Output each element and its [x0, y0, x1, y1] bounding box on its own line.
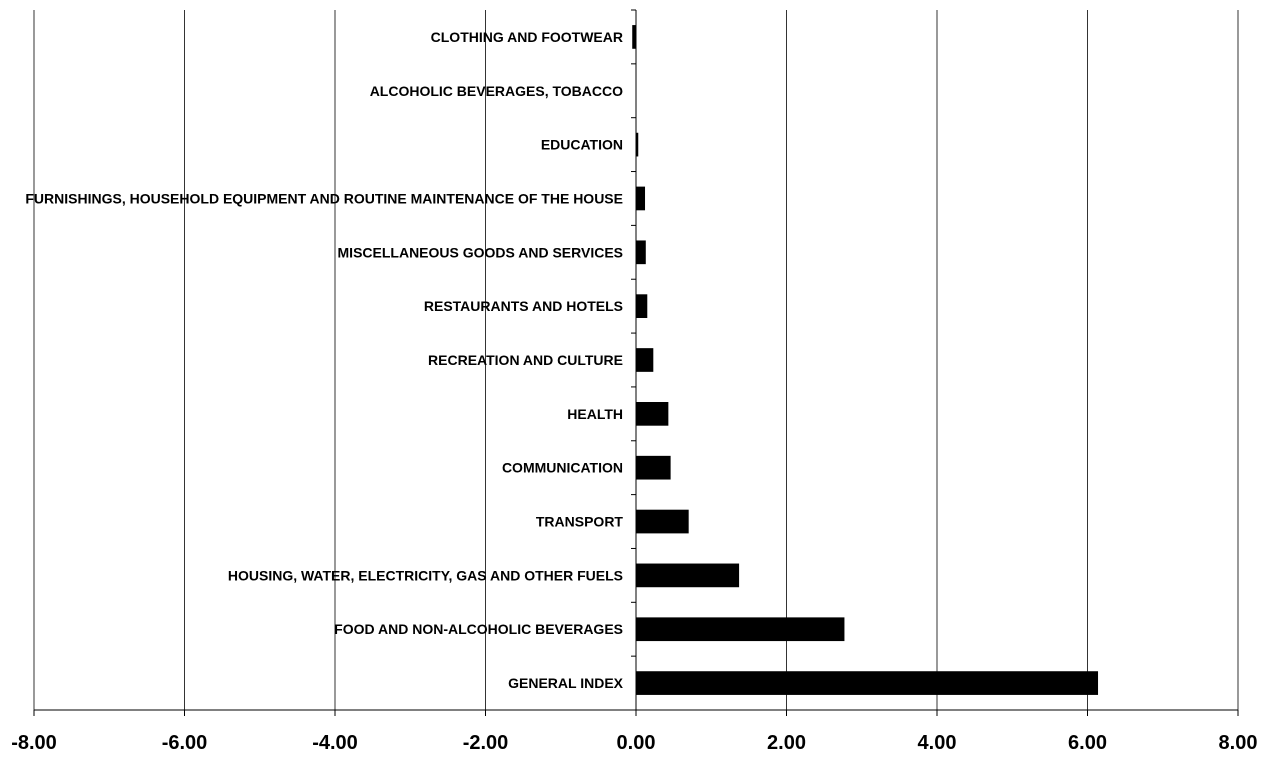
bar [636, 563, 740, 588]
x-tick-label: 4.00 [918, 732, 957, 754]
category-label: ALCOHOLIC BEVERAGES, TOBACCO [370, 83, 623, 99]
category-labels: CLOTHING AND FOOTWEAR ALCOHOLIC BEVERAGES… [25, 29, 623, 691]
category-label: MISCELLANEOUS GOODS AND SERVICES [338, 244, 623, 260]
category-label: EDUCATION [541, 137, 623, 153]
bar [636, 671, 1099, 695]
category-label: GENERAL INDEX [508, 675, 624, 691]
x-tick-label: -2.00 [463, 732, 509, 754]
bar [636, 348, 654, 372]
bars [632, 25, 1099, 695]
bar [636, 294, 648, 318]
category-label: RECREATION AND CULTURE [428, 352, 623, 368]
category-label: COMMUNICATION [502, 460, 623, 476]
bar [632, 25, 636, 49]
category-label: FURNISHINGS, HOUSEHOLD EQUIPMENT AND ROU… [25, 190, 623, 206]
category-label: RESTAURANTS AND HOTELS [424, 298, 623, 314]
bar [636, 402, 669, 426]
category-label: HEALTH [567, 406, 623, 422]
bar [636, 617, 845, 642]
category-label: TRANSPORT [536, 514, 624, 530]
bar [636, 509, 689, 534]
category-label: CLOTHING AND FOOTWEAR [431, 29, 623, 45]
bar [636, 455, 671, 480]
x-tick-label: -8.00 [11, 732, 57, 754]
x-tick-label: 0.00 [617, 732, 656, 754]
x-tick-label: 6.00 [1068, 732, 1107, 754]
category-label: FOOD AND NON-ALCOHOLIC BEVERAGES [334, 621, 623, 637]
x-tick-label: -4.00 [312, 732, 358, 754]
x-tick-label: -6.00 [162, 732, 208, 754]
category-label: HOUSING, WATER, ELECTRICITY, GAS AND OTH… [228, 567, 623, 583]
x-tick-label: 2.00 [767, 732, 806, 754]
x-tick-labels: -8.00 -6.00 -4.00 -2.00 0.00 2.00 4.00 6.00 8.00 [11, 732, 1257, 754]
x-tick-label: 8.00 [1219, 732, 1258, 754]
bar [636, 132, 639, 157]
bar [636, 240, 646, 265]
bar [636, 186, 646, 211]
